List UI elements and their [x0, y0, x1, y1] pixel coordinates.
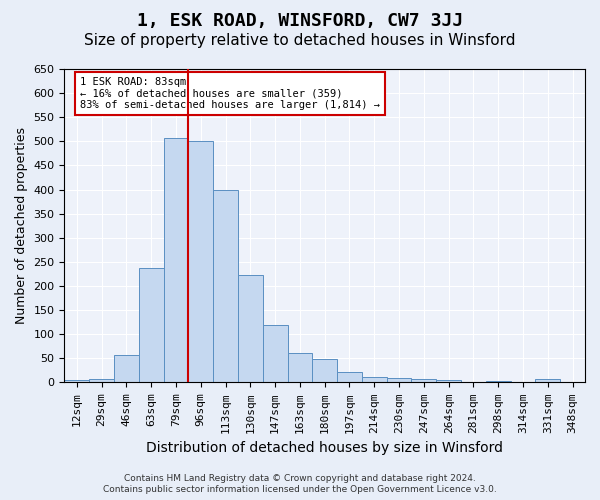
Text: 1, ESK ROAD, WINSFORD, CW7 3JJ: 1, ESK ROAD, WINSFORD, CW7 3JJ: [137, 12, 463, 30]
Bar: [287, 352, 313, 382]
Bar: [412, 378, 436, 382]
Bar: [362, 376, 386, 382]
Text: Contains HM Land Registry data © Crown copyright and database right 2024.
Contai: Contains HM Land Registry data © Crown c…: [103, 474, 497, 494]
Bar: [114, 355, 139, 382]
Bar: [89, 378, 114, 382]
Bar: [263, 324, 287, 382]
X-axis label: Distribution of detached houses by size in Winsford: Distribution of detached houses by size …: [146, 441, 503, 455]
Bar: [436, 380, 461, 382]
Bar: [213, 190, 238, 382]
Bar: [64, 380, 89, 382]
Y-axis label: Number of detached properties: Number of detached properties: [15, 127, 28, 324]
Bar: [164, 138, 188, 382]
Text: 1 ESK ROAD: 83sqm
← 16% of detached houses are smaller (359)
83% of semi-detache: 1 ESK ROAD: 83sqm ← 16% of detached hous…: [80, 77, 380, 110]
Bar: [188, 142, 213, 382]
Text: Size of property relative to detached houses in Winsford: Size of property relative to detached ho…: [84, 32, 516, 48]
Bar: [486, 381, 511, 382]
Bar: [386, 378, 412, 382]
Bar: [313, 360, 337, 382]
Bar: [535, 379, 560, 382]
Bar: [139, 268, 164, 382]
Bar: [337, 372, 362, 382]
Bar: [238, 276, 263, 382]
